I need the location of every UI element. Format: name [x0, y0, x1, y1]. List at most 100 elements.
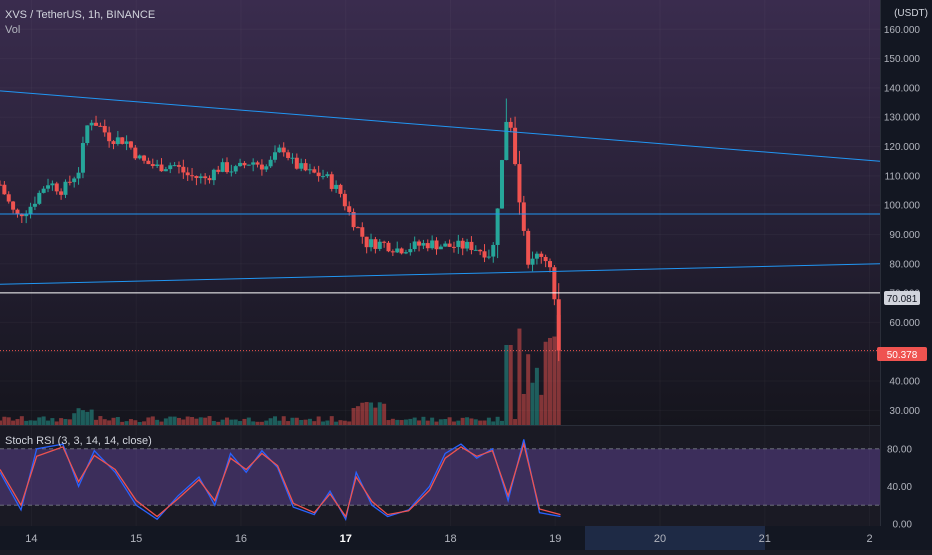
- candle-body[interactable]: [54, 183, 59, 192]
- candle-body[interactable]: [355, 227, 360, 229]
- candle-body[interactable]: [513, 127, 518, 165]
- candle-body[interactable]: [399, 248, 404, 254]
- candle-body[interactable]: [216, 169, 221, 172]
- candle-body[interactable]: [190, 175, 195, 177]
- candle-body[interactable]: [264, 166, 269, 170]
- candle-body[interactable]: [403, 252, 408, 254]
- candle-body[interactable]: [534, 253, 539, 259]
- candles[interactable]: [0, 98, 561, 362]
- candle-body[interactable]: [28, 206, 33, 214]
- candle-body[interactable]: [360, 227, 365, 237]
- candle-body[interactable]: [434, 240, 439, 250]
- candle-body[interactable]: [482, 251, 487, 258]
- candle-body[interactable]: [521, 202, 526, 231]
- candle-body[interactable]: [408, 249, 413, 253]
- candle-body[interactable]: [395, 248, 400, 253]
- candle-body[interactable]: [19, 213, 24, 217]
- candle-body[interactable]: [220, 162, 225, 172]
- time-axis[interactable]: [0, 526, 932, 550]
- trendline[interactable]: [0, 263, 881, 285]
- candle-body[interactable]: [72, 178, 77, 183]
- trendlines[interactable]: [0, 90, 881, 352]
- candle-body[interactable]: [150, 164, 155, 167]
- candle-body[interactable]: [124, 141, 129, 144]
- candle-body[interactable]: [115, 137, 120, 144]
- candle-body[interactable]: [120, 137, 125, 144]
- candle-body[interactable]: [473, 249, 478, 251]
- candle-body[interactable]: [425, 243, 430, 249]
- candle-body[interactable]: [128, 141, 133, 148]
- currency-label[interactable]: (USDT): [894, 8, 928, 19]
- candle-body[interactable]: [255, 162, 260, 165]
- candle-body[interactable]: [307, 169, 312, 171]
- candle-body[interactable]: [273, 152, 277, 160]
- candle-body[interactable]: [6, 194, 11, 202]
- candle-body[interactable]: [46, 185, 51, 189]
- candle-body[interactable]: [11, 201, 16, 210]
- candle-body[interactable]: [438, 246, 443, 250]
- candle-body[interactable]: [207, 178, 212, 181]
- candle-body[interactable]: [364, 236, 369, 248]
- candle-body[interactable]: [281, 147, 286, 153]
- trendline[interactable]: [0, 90, 881, 162]
- candle-body[interactable]: [286, 152, 291, 158]
- symbol-title[interactable]: XVS / TetherUS, 1h, BINANCE: [5, 9, 155, 21]
- candle-body[interactable]: [137, 155, 142, 159]
- candle-body[interactable]: [168, 165, 173, 170]
- candle-body[interactable]: [552, 267, 557, 300]
- candle-body[interactable]: [351, 211, 356, 228]
- candle-body[interactable]: [94, 122, 99, 126]
- candle-body[interactable]: [176, 165, 181, 167]
- candle-body[interactable]: [251, 162, 256, 165]
- candle-body[interactable]: [443, 243, 448, 247]
- candle-body[interactable]: [142, 155, 147, 161]
- candle-body[interactable]: [303, 163, 308, 171]
- candle-body[interactable]: [504, 121, 509, 161]
- candle-body[interactable]: [299, 163, 304, 169]
- candle-body[interactable]: [417, 241, 422, 246]
- candle-body[interactable]: [185, 172, 190, 176]
- candle-body[interactable]: [526, 230, 531, 265]
- candle-body[interactable]: [277, 147, 282, 153]
- osc-title[interactable]: Stoch RSI (3, 3, 14, 14, close): [5, 435, 152, 447]
- candle-body[interactable]: [211, 169, 216, 181]
- candle-body[interactable]: [338, 184, 343, 194]
- candle-body[interactable]: [491, 244, 496, 257]
- candle-body[interactable]: [412, 241, 417, 250]
- candle-body[interactable]: [316, 172, 321, 177]
- candle-body[interactable]: [543, 256, 548, 262]
- volume-legend[interactable]: Vol: [5, 24, 20, 36]
- candle-body[interactable]: [539, 253, 544, 257]
- candle-body[interactable]: [478, 249, 483, 252]
- candle-body[interactable]: [390, 251, 395, 253]
- candle-body[interactable]: [37, 192, 42, 204]
- candle-body[interactable]: [321, 176, 326, 178]
- candle-body[interactable]: [203, 176, 208, 179]
- candle-body[interactable]: [229, 171, 234, 173]
- candle-body[interactable]: [486, 256, 491, 258]
- candle-body[interactable]: [517, 164, 522, 203]
- candle-body[interactable]: [0, 184, 2, 186]
- candle-body[interactable]: [456, 240, 461, 248]
- candle-body[interactable]: [172, 165, 177, 167]
- candle-body[interactable]: [430, 240, 435, 249]
- candle-body[interactable]: [224, 162, 229, 173]
- candle-body[interactable]: [451, 246, 456, 248]
- candle-body[interactable]: [548, 261, 552, 268]
- candle-body[interactable]: [146, 160, 151, 165]
- candle-body[interactable]: [294, 157, 299, 169]
- candle-body[interactable]: [89, 122, 94, 126]
- candle-body[interactable]: [80, 143, 85, 173]
- candle-body[interactable]: [163, 169, 168, 172]
- candle-body[interactable]: [347, 206, 352, 212]
- candle-body[interactable]: [15, 209, 20, 214]
- price-axis[interactable]: [881, 0, 932, 526]
- candle-body[interactable]: [181, 166, 186, 173]
- candle-body[interactable]: [233, 166, 238, 172]
- candle-body[interactable]: [386, 242, 391, 252]
- candle-body[interactable]: [325, 174, 330, 177]
- candle-body[interactable]: [246, 164, 251, 166]
- candle-body[interactable]: [2, 184, 7, 195]
- candle-body[interactable]: [373, 239, 378, 249]
